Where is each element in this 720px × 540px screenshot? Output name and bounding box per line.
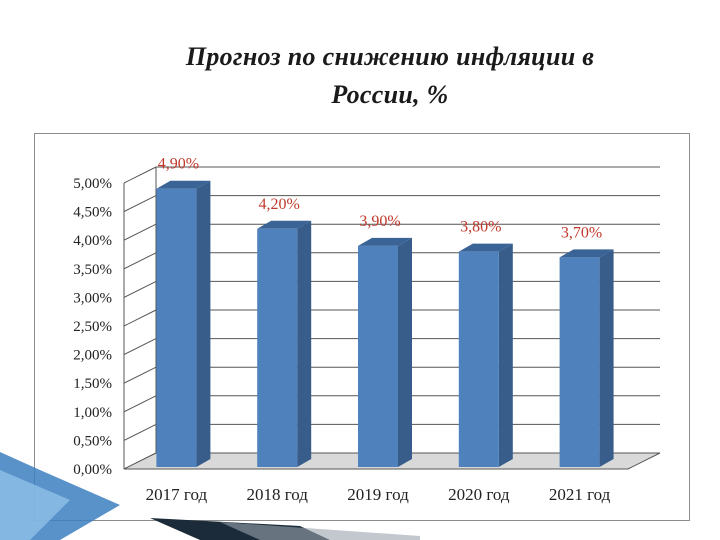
bar	[458, 251, 499, 467]
bar-side	[498, 243, 513, 467]
y-tick-label: 1,50%	[73, 376, 112, 392]
y-tick-label: 2,00%	[73, 348, 112, 364]
y-tick-label: 3,00%	[73, 290, 112, 306]
slide-title: Прогноз по снижению инфляции в России, %	[100, 38, 680, 114]
data-label: 3,70%	[561, 224, 602, 241]
gridline-side	[123, 252, 157, 270]
bar-top	[458, 243, 513, 252]
y-tick-label: 3,50%	[73, 262, 112, 278]
slide-title-line2: России, %	[331, 80, 449, 109]
y-tick-label: 4,50%	[73, 205, 112, 221]
x-tick-label: 2019 год	[347, 485, 409, 504]
data-label: 3,80%	[460, 219, 501, 236]
gridline-side	[123, 195, 157, 213]
data-label: 3,90%	[359, 213, 400, 230]
y-tick-label: 1,00%	[73, 405, 112, 421]
gridline-side	[123, 280, 157, 298]
bar-top	[559, 249, 614, 258]
data-label: 4,90%	[158, 156, 199, 173]
gridline-side	[123, 395, 157, 413]
y-tick-label: 5,00%	[73, 176, 112, 192]
gridline-side	[123, 166, 157, 184]
bar-side	[599, 249, 614, 467]
bar-side	[196, 180, 211, 467]
gridline-side	[123, 423, 157, 441]
x-tick-label: 2018 год	[246, 485, 308, 504]
y-tick-label: 2,50%	[73, 319, 112, 335]
x-tick-label: 2021 год	[549, 485, 611, 504]
slide-title-line1: Прогноз по снижению инфляции в	[185, 42, 595, 71]
bar	[559, 257, 600, 467]
bar	[156, 188, 197, 467]
bar-top	[358, 237, 412, 246]
gridline-side	[123, 338, 157, 356]
x-tick-label: 2020 год	[448, 485, 510, 504]
x-tick-label: 2017 год	[146, 485, 208, 504]
bar-side	[297, 220, 312, 467]
gridline-side	[123, 366, 157, 384]
bar-top	[257, 220, 312, 229]
bar-top	[156, 180, 211, 189]
bar	[257, 228, 298, 467]
bar-side	[398, 237, 412, 467]
deco-light-wedge	[0, 470, 70, 540]
gridline-side	[123, 309, 157, 327]
gridline-side	[123, 223, 157, 241]
data-label: 4,20%	[259, 196, 300, 213]
y-tick-label: 4,00%	[73, 233, 112, 249]
deco-gray-stripe	[220, 522, 420, 540]
y-tick-label: 0,00%	[73, 462, 112, 478]
y-tick-label: 0,50%	[73, 433, 112, 449]
bar	[358, 245, 398, 467]
